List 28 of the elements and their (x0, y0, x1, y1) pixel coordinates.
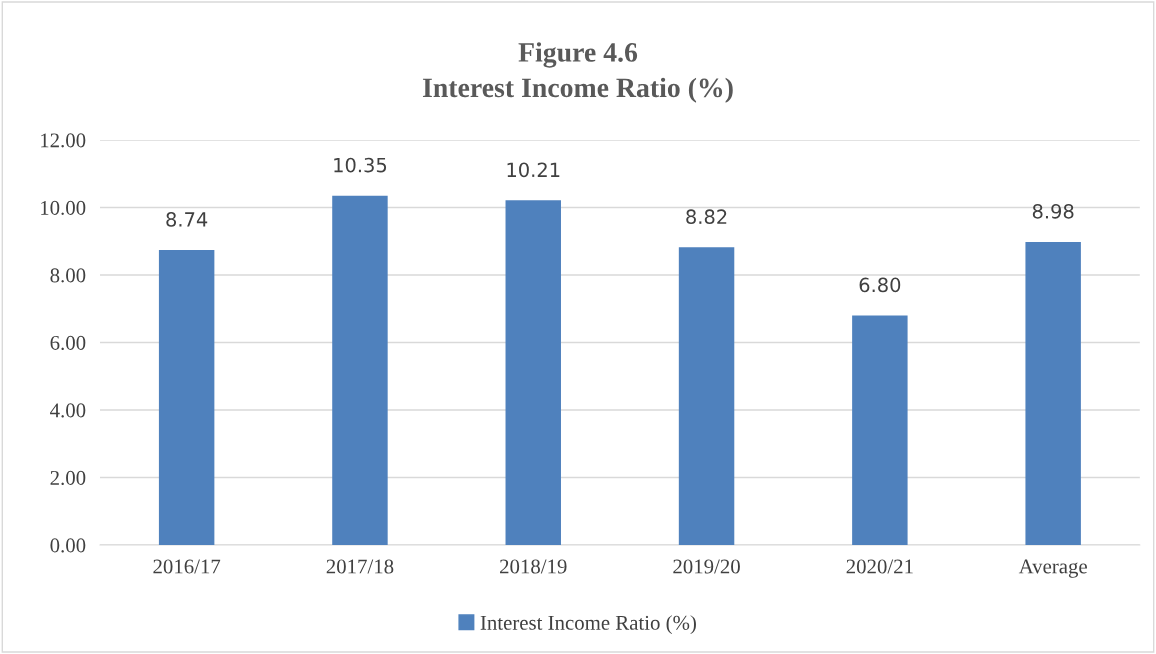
chart-title: Figure 4.6 (518, 42, 638, 68)
y-tick-label: 6.00 (50, 335, 86, 350)
x-tick-label: Average (1018, 559, 1087, 578)
y-tick-label: 8.00 (50, 268, 86, 283)
chart-subtitle: Interest Income Ratio (%) (422, 77, 733, 103)
bar (505, 200, 561, 545)
bar (852, 315, 908, 545)
y-tick-label: 0.00 (50, 538, 86, 553)
bar (158, 249, 215, 545)
bar (678, 247, 735, 545)
data-label: 6.80 (859, 277, 901, 293)
y-tick-label: 10.00 (41, 200, 86, 215)
legend-label: Interest Income Ratio (%) (480, 615, 696, 635)
data-label: 10.21 (507, 162, 560, 178)
data-label: 8.98 (1032, 203, 1074, 219)
x-tick-label: 2017/18 (326, 559, 394, 574)
data-label: 8.74 (166, 212, 208, 227)
x-tick-label: 2020/21 (846, 559, 913, 574)
y-tick-label: 12.00 (41, 133, 86, 148)
x-tick-label: 2016/17 (153, 559, 221, 574)
bar (332, 195, 388, 545)
x-tick-label: 2018/19 (500, 559, 567, 574)
data-label: 8.82 (686, 209, 727, 225)
x-tick-label: 2019/20 (673, 559, 740, 574)
bar (1025, 241, 1081, 545)
y-tick-label: 4.00 (50, 403, 86, 418)
y-tick-label: 2.00 (50, 470, 86, 485)
data-label: 10.35 (334, 157, 387, 173)
